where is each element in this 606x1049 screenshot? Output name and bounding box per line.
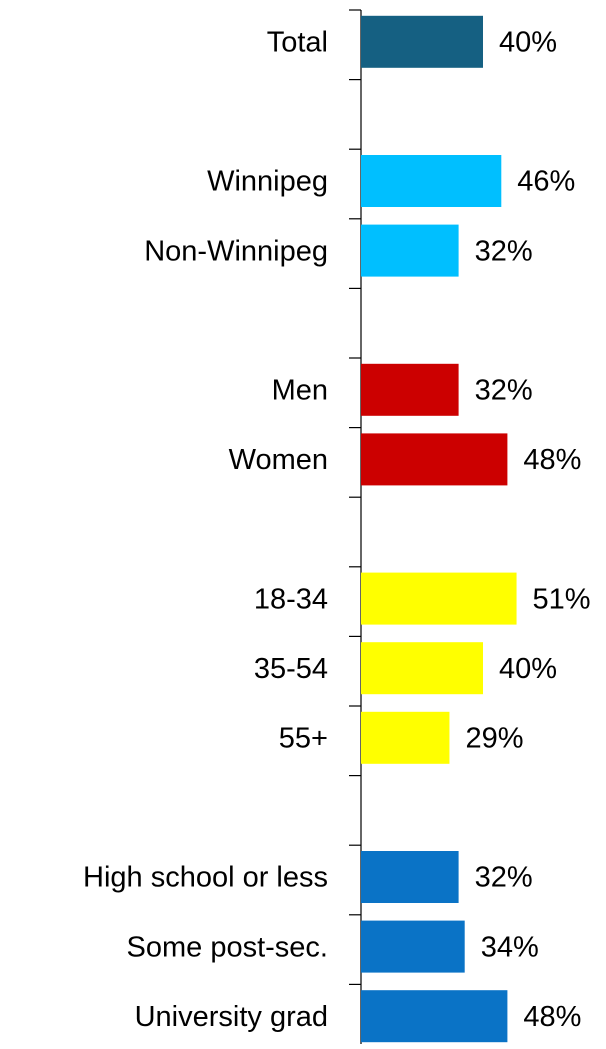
bar	[361, 15, 483, 68]
bar	[361, 433, 508, 486]
category-label: Non-Winnipeg	[144, 235, 328, 267]
category-label: 55+	[279, 722, 328, 754]
value-label: 48%	[523, 444, 581, 476]
bar	[361, 572, 517, 625]
category-label: High school or less	[83, 862, 328, 894]
bar	[361, 711, 450, 764]
bar	[361, 224, 459, 277]
category-label: Some post-sec.	[127, 931, 328, 963]
bar	[361, 642, 483, 695]
bar	[361, 363, 459, 416]
bar	[361, 155, 502, 207]
value-label: 48%	[523, 1001, 581, 1033]
category-label: 35-54	[254, 653, 328, 685]
value-label: 32%	[475, 862, 533, 894]
bar	[361, 990, 508, 1043]
category-label: Total	[267, 26, 328, 58]
value-label: 32%	[475, 374, 533, 406]
value-label: 32%	[475, 235, 533, 267]
value-label: 40%	[499, 26, 557, 58]
bar	[361, 920, 465, 973]
value-label: 46%	[517, 166, 575, 198]
value-label: 29%	[465, 722, 523, 754]
bar	[361, 851, 459, 903]
category-label: University grad	[135, 1001, 328, 1033]
value-label: 34%	[481, 931, 539, 963]
category-label: Winnipeg	[207, 166, 328, 198]
value-label: 40%	[499, 653, 557, 685]
category-label: Men	[272, 374, 328, 406]
category-label: Women	[229, 444, 328, 476]
value-label: 51%	[533, 583, 591, 615]
category-label: 18-34	[254, 583, 328, 615]
